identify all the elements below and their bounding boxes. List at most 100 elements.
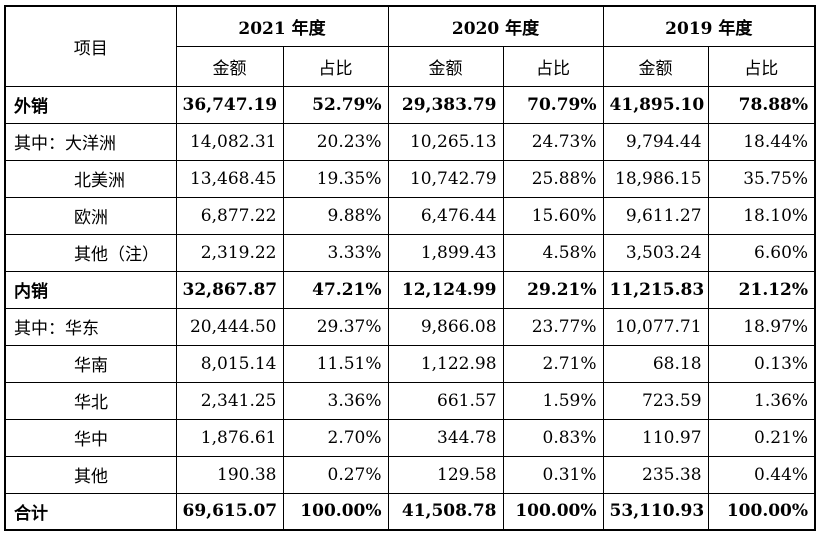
cell-ratio-2020: 29.21% — [502, 270, 604, 309]
cell-amount-2019: 9,611.27 — [602, 196, 709, 235]
cell-amount-2021: 13,468.45 — [175, 159, 284, 198]
cell-amount-2019: 53,110.93 — [602, 492, 709, 531]
cell-amount-2019: 10,077.71 — [602, 307, 709, 346]
cell-ratio-2019: 18.44% — [707, 122, 816, 161]
amount-header-2020: 金额 — [387, 45, 504, 87]
cell-ratio-2020: 0.83% — [502, 418, 604, 457]
cell-ratio-2020: 0.31% — [502, 455, 604, 494]
cell-ratio-2019: 100.00% — [707, 492, 816, 531]
cell-ratio-2020: 25.88% — [502, 159, 604, 198]
cell-amount-2020: 344.78 — [387, 418, 504, 457]
cell-amount-2021: 14,082.31 — [175, 122, 284, 161]
table-row: 华中 1,876.61 2.70% 344.78 0.83% 110.97 0.21% — [4, 418, 816, 457]
cell-amount-2019: 723.59 — [602, 381, 709, 420]
ratio-header-2021: 占比 — [282, 45, 389, 87]
table-row: 欧洲 6,877.22 9.88% 6,476.44 15.60% 9,611.27 18.… — [4, 196, 816, 235]
table-row: 北美洲 13,468.45 19.35% 10,742.79 25.88% 18,986.… — [4, 159, 816, 198]
header-row-columns: 金额 占比 金额 占比 金额 占比 — [5, 45, 816, 87]
cell-ratio-2019: 21.12% — [707, 270, 816, 309]
row-label: 外销 — [4, 85, 177, 124]
cell-ratio-2019: 18.97% — [707, 307, 816, 346]
row-label: 其中：大洋洲 — [4, 122, 177, 161]
cell-ratio-2019: 6.60% — [707, 233, 816, 272]
cell-ratio-2021: 2.70% — [282, 418, 389, 457]
row-label: 合计 — [4, 492, 177, 531]
cell-ratio-2020: 1.59% — [502, 381, 604, 420]
ratio-header-2019: 占比 — [707, 45, 816, 87]
table-row: 华南 8,015.14 11.51% 1,122.98 2.71% 68.18 0.13% — [4, 344, 816, 383]
table-row: 其他 190.38 0.27% 129.58 0.31% 235.38 0.44% — [4, 455, 816, 494]
header-row-years: 项目 2021 年度 2020 年度 2019 年度 — [4, 5, 816, 87]
cell-ratio-2019: 1.36% — [707, 381, 816, 420]
cell-amount-2021: 36,747.19 — [175, 85, 284, 124]
cell-amount-2020: 10,265.13 — [387, 122, 504, 161]
cell-ratio-2021: 3.33% — [282, 233, 389, 272]
table-row: 合计 69,615.07 100.00% 41,508.78 100.00% 53,110… — [4, 492, 816, 531]
item-header: 项目 — [4, 5, 177, 87]
row-label: 华北 — [4, 381, 177, 420]
cell-ratio-2019: 0.21% — [707, 418, 816, 457]
cell-amount-2019: 68.18 — [602, 344, 709, 383]
cell-ratio-2021: 3.36% — [282, 381, 389, 420]
cell-amount-2021: 32,867.87 — [175, 270, 284, 309]
ratio-header-2020: 占比 — [502, 45, 604, 87]
amount-header-2021: 金额 — [175, 45, 284, 87]
cell-ratio-2020: 70.79% — [502, 85, 604, 124]
cell-ratio-2021: 9.88% — [282, 196, 389, 235]
cell-ratio-2021: 11.51% — [282, 344, 389, 383]
cell-ratio-2021: 0.27% — [282, 455, 389, 494]
table-row: 其中：大洋洲 14,082.31 20.23% 10,265.13 24.73% 9,79… — [4, 122, 816, 161]
cell-ratio-2021: 100.00% — [282, 492, 389, 531]
cell-amount-2020: 29,383.79 — [387, 85, 504, 124]
cell-amount-2021: 2,341.25 — [175, 381, 284, 420]
row-label: 其他（注） — [4, 233, 177, 272]
table-row: 其他（注） 2,319.22 3.33% 1,899.43 4.58% 3,503.24 6… — [4, 233, 816, 272]
table-row: 外销 36,747.19 52.79% 29,383.79 70.79% 41,895.1… — [4, 85, 816, 124]
cell-amount-2021: 190.38 — [175, 455, 284, 494]
row-label: 华中 — [4, 418, 177, 457]
cell-amount-2020: 1,899.43 — [387, 233, 504, 272]
year-header-2019: 2019 年度 — [602, 5, 816, 47]
cell-amount-2019: 110.97 — [602, 418, 709, 457]
cell-amount-2019: 9,794.44 — [602, 122, 709, 161]
cell-amount-2019: 3,503.24 — [602, 233, 709, 272]
row-label: 内销 — [4, 270, 177, 309]
cell-ratio-2021: 52.79% — [282, 85, 389, 124]
table-row: 华北 2,341.25 3.36% 661.57 1.59% 723.59 1.36% — [4, 381, 816, 420]
cell-amount-2020: 129.58 — [387, 455, 504, 494]
cell-amount-2021: 69,615.07 — [175, 492, 284, 531]
cell-amount-2020: 12,124.99 — [387, 270, 504, 309]
cell-amount-2019: 235.38 — [602, 455, 709, 494]
cell-amount-2021: 20,444.50 — [175, 307, 284, 346]
cell-amount-2019: 18,986.15 — [602, 159, 709, 198]
cell-ratio-2019: 35.75% — [707, 159, 816, 198]
cell-amount-2020: 1,122.98 — [387, 344, 504, 383]
row-label: 欧洲 — [4, 196, 177, 235]
year-header-2020: 2020 年度 — [387, 5, 604, 47]
cell-ratio-2021: 29.37% — [282, 307, 389, 346]
cell-ratio-2019: 0.44% — [707, 455, 816, 494]
cell-ratio-2020: 15.60% — [502, 196, 604, 235]
cell-amount-2020: 10,742.79 — [387, 159, 504, 198]
cell-amount-2019: 11,215.83 — [602, 270, 709, 309]
cell-ratio-2021: 19.35% — [282, 159, 389, 198]
cell-ratio-2020: 23.77% — [502, 307, 604, 346]
year-header-2021: 2021 年度 — [175, 5, 389, 47]
row-label: 华南 — [4, 344, 177, 383]
cell-amount-2021: 2,319.22 — [175, 233, 284, 272]
cell-ratio-2020: 2.71% — [502, 344, 604, 383]
cell-ratio-2019: 78.88% — [707, 85, 816, 124]
table-row: 其中：华东 20,444.50 29.37% 9,866.08 23.77% 10,077… — [4, 307, 816, 346]
cell-amount-2021: 1,876.61 — [175, 418, 284, 457]
cell-amount-2019: 41,895.10 — [602, 85, 709, 124]
cell-ratio-2020: 100.00% — [502, 492, 604, 531]
row-label: 其他 — [4, 455, 177, 494]
row-label: 北美洲 — [4, 159, 177, 198]
cell-ratio-2020: 4.58% — [502, 233, 604, 272]
cell-amount-2021: 6,877.22 — [175, 196, 284, 235]
cell-ratio-2020: 24.73% — [502, 122, 604, 161]
cell-ratio-2021: 20.23% — [282, 122, 389, 161]
revenue-breakdown-table: 项目 2021 年度 2020 年度 2019 年度 金额 占比 金额 占比 金… — [4, 5, 817, 531]
cell-ratio-2019: 0.13% — [707, 344, 816, 383]
amount-header-2019: 金额 — [602, 45, 709, 87]
